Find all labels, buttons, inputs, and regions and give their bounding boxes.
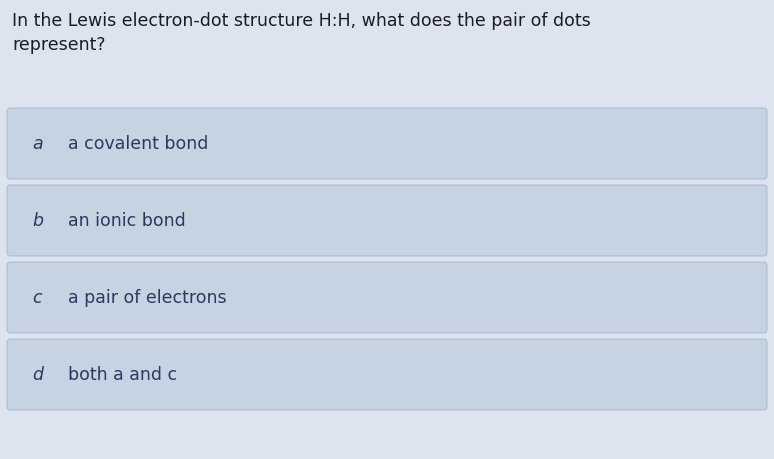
Text: a: a: [32, 135, 43, 153]
Text: a covalent bond: a covalent bond: [68, 135, 208, 153]
FancyBboxPatch shape: [7, 263, 767, 333]
FancyBboxPatch shape: [7, 109, 767, 179]
Text: d: d: [32, 366, 43, 384]
FancyBboxPatch shape: [7, 339, 767, 410]
Text: both a and c: both a and c: [68, 366, 177, 384]
Text: represent?: represent?: [12, 36, 105, 54]
Text: In the Lewis electron-dot structure H:H, what does the pair of dots: In the Lewis electron-dot structure H:H,…: [12, 12, 591, 30]
Text: an ionic bond: an ionic bond: [68, 212, 186, 230]
Text: c: c: [32, 289, 42, 307]
Text: a pair of electrons: a pair of electrons: [68, 289, 227, 307]
FancyBboxPatch shape: [7, 185, 767, 257]
Text: b: b: [32, 212, 43, 230]
